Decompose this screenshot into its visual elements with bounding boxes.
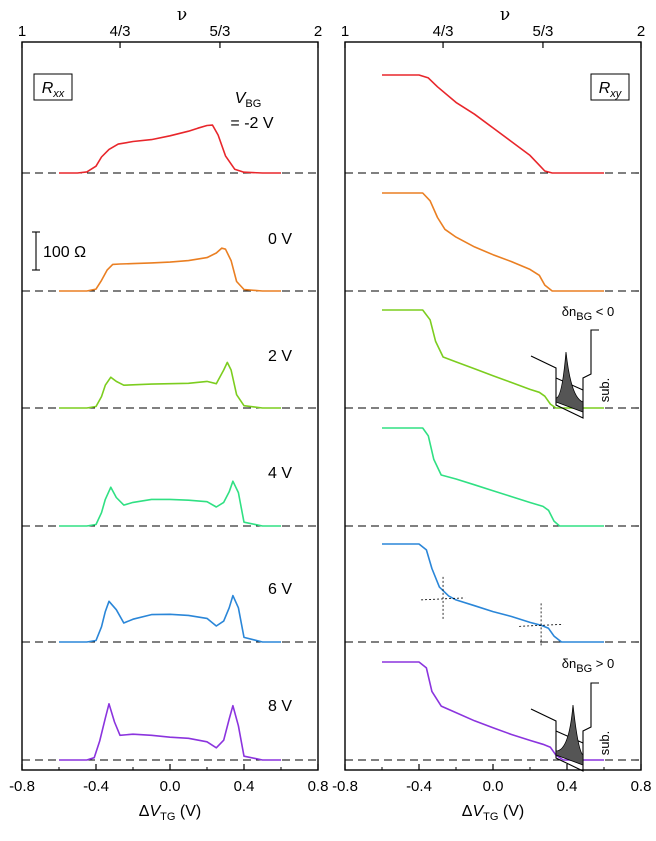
panel-label-rxy: Rxy (599, 80, 623, 100)
curve-label: 6 V (268, 581, 292, 598)
curve-label: 4 V (268, 465, 292, 482)
curve-label: = -2 V (230, 115, 273, 132)
x-tick-label: 0.8 (308, 778, 329, 795)
series-line-rxy-1 (382, 192, 604, 292)
x-tick-label: -0.8 (9, 778, 35, 795)
series-line-rxx-5 (59, 703, 281, 761)
panel-label-box-rxy (590, 73, 630, 101)
density-peak (555, 704, 584, 766)
x-axis-title: ΔVTG (V) (462, 803, 524, 823)
x-tick-label: 0.8 (631, 778, 652, 795)
panel-label-box-rxx (33, 73, 73, 101)
top-tick-label: 5/3 (533, 23, 554, 40)
x-axis-title: ΔVTG (V) (139, 803, 201, 823)
crosshair-h (421, 597, 466, 601)
series-line-rxx-4 (59, 594, 281, 643)
x-tick-label: 0.0 (483, 778, 504, 795)
top-tick-label: 5/3 (210, 23, 231, 40)
curve-label: 8 V (268, 698, 292, 715)
band-edge (530, 329, 599, 419)
top-tick-label: 2 (637, 23, 645, 40)
x-tick-label: 0.4 (557, 778, 578, 795)
series-line-rxx-1 (59, 247, 281, 292)
density-peak (555, 351, 584, 413)
inset-label: δnBG > 0 (562, 656, 614, 675)
band-diagram-inset: sub. (530, 329, 612, 419)
vbg-label: VBG (235, 90, 262, 110)
series-line-rxy-0 (382, 74, 604, 174)
crosshair-h (519, 623, 564, 627)
x-tick-label: -0.4 (406, 778, 432, 795)
curve-label: 2 V (268, 348, 292, 365)
x-tick-label: 0.0 (160, 778, 181, 795)
scale-bar-label: 100 Ω (43, 244, 86, 261)
series-line-rxx-3 (59, 480, 281, 527)
x-tick-label: -0.8 (332, 778, 358, 795)
series-line-rxy-5 (382, 661, 604, 761)
x-tick-label: 0.4 (234, 778, 255, 795)
panel-label-rxx: Rxx (42, 80, 65, 100)
top-tick-label: 2 (314, 23, 322, 40)
top-tick-label: 1 (341, 23, 349, 40)
top-tick-label: 1 (18, 23, 26, 40)
series-line-rxy-2 (382, 309, 604, 409)
curve-label: 0 V (268, 231, 292, 248)
top-tick-label: 4/3 (110, 23, 131, 40)
panel-frame-rxx (21, 41, 319, 771)
series-line-rxx-2 (59, 361, 281, 409)
series-line-rxy-4 (382, 543, 604, 643)
series-line-rxx-0 (59, 124, 281, 174)
series-line-rxy-3 (382, 427, 604, 527)
substrate-label: sub. (597, 378, 612, 403)
x-tick-label: -0.4 (83, 778, 109, 795)
band-edge (530, 682, 599, 772)
band-diagram-inset: sub. (530, 682, 612, 772)
inset-label: δnBG < 0 (562, 304, 614, 323)
top-axis-symbol: ν (500, 5, 510, 25)
substrate-label: sub. (597, 731, 612, 756)
top-axis-symbol: ν (177, 5, 187, 25)
top-tick-label: 4/3 (433, 23, 454, 40)
